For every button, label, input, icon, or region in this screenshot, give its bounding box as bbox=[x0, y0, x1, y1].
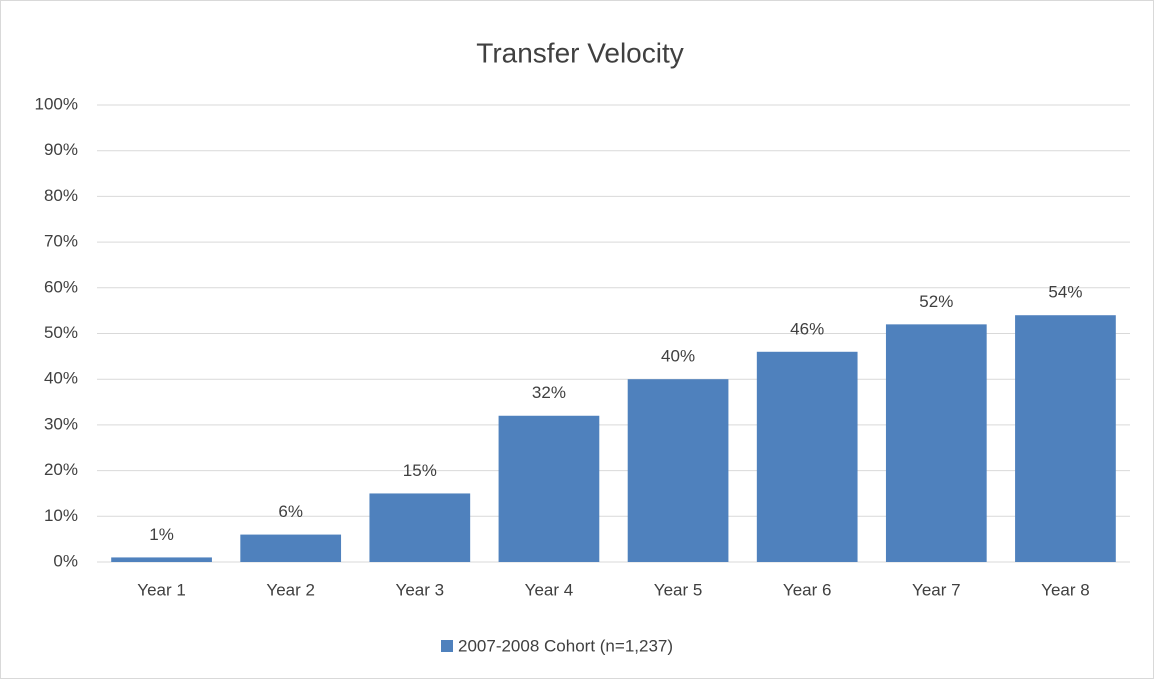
y-tick-label: 50% bbox=[44, 323, 78, 342]
y-tick-label: 40% bbox=[44, 369, 78, 388]
x-tick-label: Year 8 bbox=[1041, 580, 1090, 599]
y-tick-label: 30% bbox=[44, 414, 78, 433]
x-tick-label: Year 7 bbox=[912, 580, 961, 599]
legend-swatch bbox=[441, 640, 453, 652]
x-tick-label: Year 3 bbox=[396, 580, 445, 599]
bar bbox=[1015, 315, 1116, 562]
chart-title: Transfer Velocity bbox=[476, 37, 683, 68]
x-tick-label: Year 1 bbox=[137, 580, 186, 599]
data-label: 46% bbox=[790, 319, 824, 338]
x-tick-label: Year 6 bbox=[783, 580, 832, 599]
bar bbox=[498, 415, 600, 562]
y-tick-label: 90% bbox=[44, 140, 78, 159]
data-label: 32% bbox=[532, 383, 566, 402]
bar bbox=[111, 557, 212, 562]
x-tick-label: Year 4 bbox=[525, 580, 574, 599]
bar bbox=[756, 351, 858, 562]
data-label: 15% bbox=[403, 461, 437, 480]
y-tick-label: 20% bbox=[44, 460, 78, 479]
bar bbox=[627, 379, 729, 562]
data-label: 1% bbox=[149, 525, 174, 544]
y-tick-label: 10% bbox=[44, 506, 78, 525]
data-label: 54% bbox=[1048, 283, 1082, 302]
y-tick-label: 70% bbox=[44, 232, 78, 251]
x-tick-label: Year 5 bbox=[654, 580, 703, 599]
y-tick-label: 100% bbox=[35, 94, 78, 113]
y-tick-label: 0% bbox=[53, 551, 78, 570]
y-tick-label: 80% bbox=[44, 186, 78, 205]
legend-label: 2007-2008 Cohort (n=1,237) bbox=[458, 636, 673, 655]
bar bbox=[885, 324, 987, 562]
bar bbox=[240, 534, 342, 562]
data-label: 6% bbox=[278, 502, 303, 521]
data-label: 52% bbox=[919, 292, 953, 311]
x-tick-label: Year 2 bbox=[266, 580, 315, 599]
bar bbox=[369, 493, 471, 562]
data-label: 40% bbox=[661, 347, 695, 366]
y-tick-label: 60% bbox=[44, 277, 78, 296]
